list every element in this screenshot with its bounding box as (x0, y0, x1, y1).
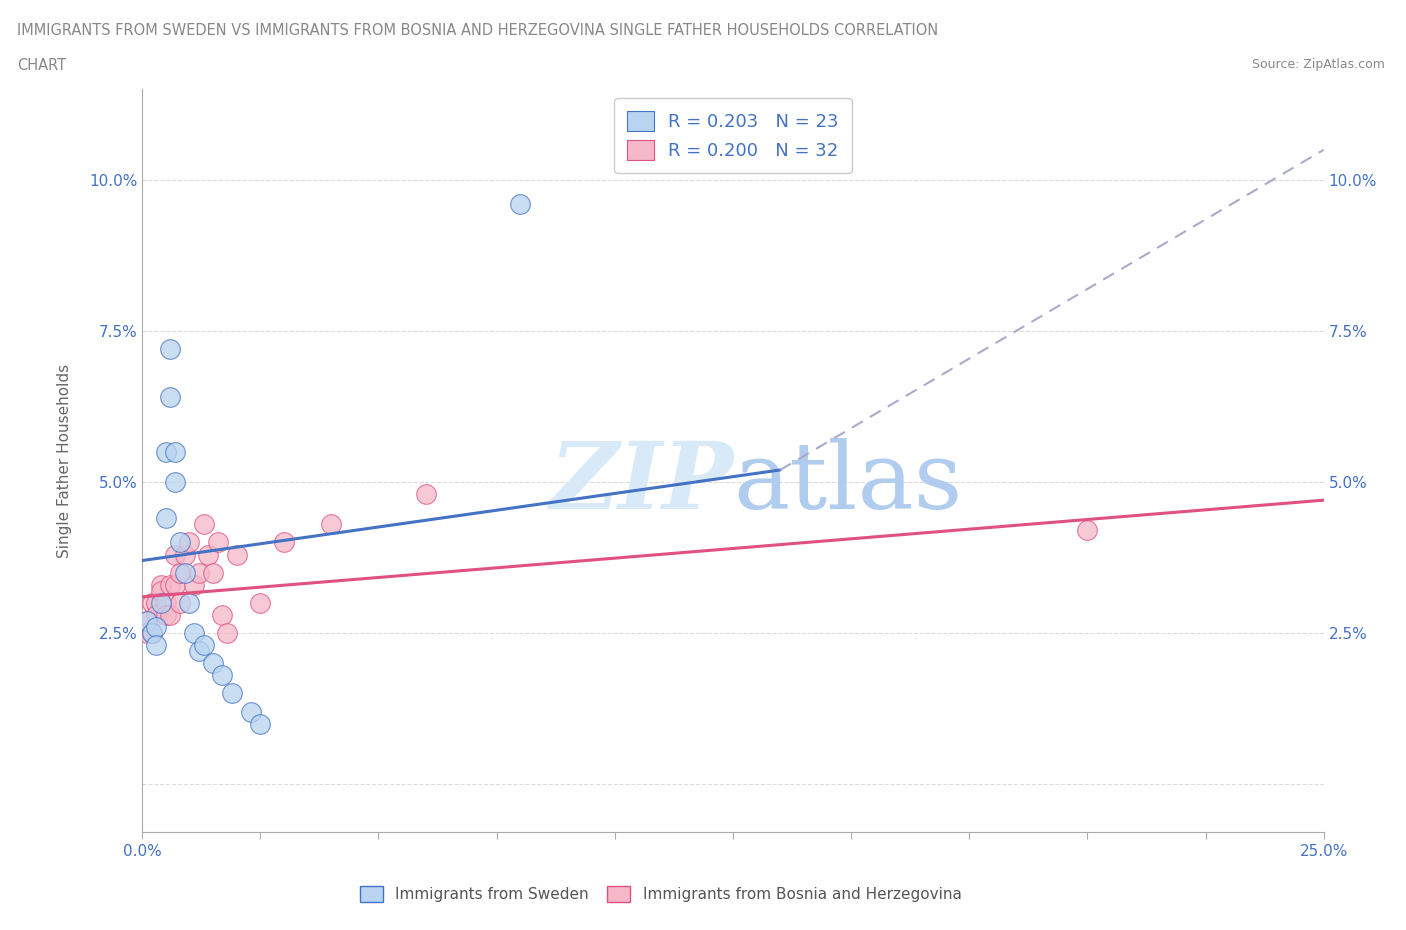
Point (187, 565, 209, 580)
Point (159, 607, 181, 622)
Point (145, 607, 167, 622)
Point (169, 595, 191, 610)
Point (217, 626, 239, 641)
Point (179, 535, 201, 550)
Point (201, 656, 224, 671)
Point (165, 474, 187, 489)
Point (135, 614, 157, 629)
Point (321, 517, 343, 532)
Text: ZIP: ZIP (548, 438, 733, 528)
Point (249, 595, 271, 610)
Point (159, 578, 181, 592)
Point (159, 341, 181, 356)
Point (221, 686, 243, 701)
Point (141, 626, 163, 641)
Point (415, 486, 437, 501)
Point (145, 595, 167, 610)
Y-axis label: Single Father Households: Single Father Households (58, 364, 72, 558)
Point (225, 547, 247, 562)
Point (145, 638, 167, 653)
Point (155, 595, 177, 610)
Point (183, 626, 205, 641)
Point (193, 517, 215, 532)
Point (155, 607, 177, 622)
Point (159, 390, 181, 405)
Point (165, 578, 187, 592)
Point (201, 565, 224, 580)
Point (193, 638, 215, 653)
Point (155, 511, 177, 525)
Point (165, 445, 187, 459)
Point (249, 716, 271, 731)
Point (211, 607, 233, 622)
Legend: R = 0.203   N = 23, R = 0.200   N = 32: R = 0.203 N = 23, R = 0.200 N = 32 (614, 99, 852, 172)
Point (197, 547, 219, 562)
Point (141, 626, 163, 641)
Point (273, 535, 295, 550)
Point (150, 595, 173, 610)
Text: IMMIGRANTS FROM SWEDEN VS IMMIGRANTS FROM BOSNIA AND HERZEGOVINA SINGLE FATHER H: IMMIGRANTS FROM SWEDEN VS IMMIGRANTS FRO… (17, 23, 938, 38)
Text: atlas: atlas (733, 438, 962, 528)
Point (145, 619, 167, 634)
Point (183, 578, 205, 592)
Point (135, 614, 157, 629)
Point (509, 197, 531, 212)
Point (150, 578, 173, 592)
Point (165, 547, 187, 562)
Point (173, 547, 195, 562)
Point (141, 595, 163, 610)
Point (179, 595, 201, 610)
Point (187, 644, 209, 658)
Text: Source: ZipAtlas.com: Source: ZipAtlas.com (1251, 58, 1385, 71)
Point (169, 535, 191, 550)
Legend: Immigrants from Sweden, Immigrants from Bosnia and Herzegovina: Immigrants from Sweden, Immigrants from … (354, 880, 967, 909)
Point (150, 583, 173, 598)
Point (1076, 523, 1098, 538)
Point (169, 565, 191, 580)
Text: CHART: CHART (17, 58, 66, 73)
Point (239, 704, 262, 719)
Point (211, 668, 233, 683)
Point (173, 565, 195, 580)
Point (135, 626, 157, 641)
Point (207, 535, 229, 550)
Point (155, 445, 177, 459)
